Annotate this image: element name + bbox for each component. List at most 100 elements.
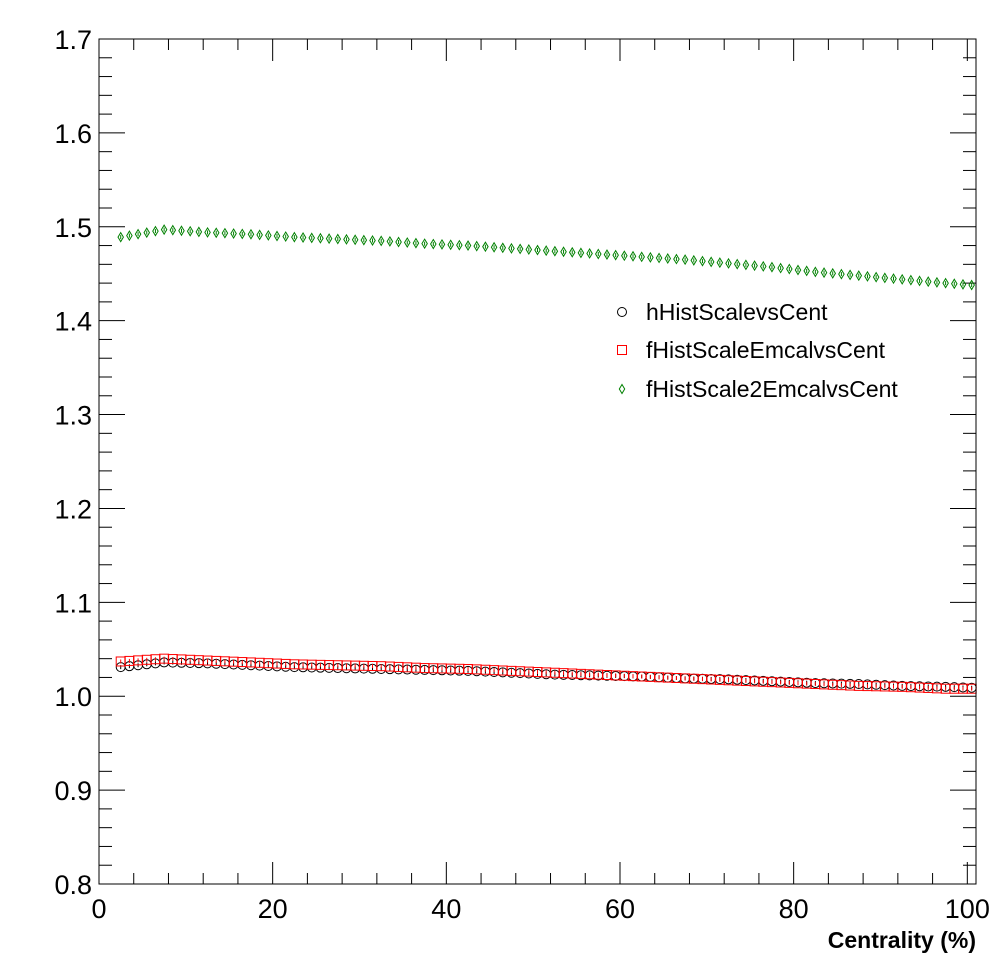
y-tick-label: 1.3 <box>54 401 92 431</box>
data-point <box>855 270 863 282</box>
data-point <box>820 267 828 279</box>
data-point <box>430 238 437 250</box>
data-point <box>699 255 706 267</box>
data-point <box>212 227 220 239</box>
data-point <box>786 263 793 275</box>
data-point <box>369 235 376 246</box>
data-point <box>603 249 611 261</box>
data-point <box>325 233 333 245</box>
data-point <box>890 273 897 285</box>
data-point <box>621 250 628 262</box>
data-point <box>916 275 923 287</box>
data-point <box>343 233 350 245</box>
data-point <box>499 242 507 254</box>
data-point <box>360 234 368 246</box>
data-point <box>525 244 533 255</box>
x-tick-label: 40 <box>431 894 461 924</box>
data-point <box>716 257 724 269</box>
legend-marker-diamond <box>618 383 626 395</box>
data-point <box>247 228 255 240</box>
data-point <box>586 247 593 259</box>
data-point <box>534 244 541 256</box>
data-point <box>707 256 715 268</box>
data-point <box>629 250 637 262</box>
data-point <box>126 230 133 242</box>
x-tick-label: 0 <box>91 894 106 924</box>
x-axis-title: Centrality (%) <box>828 927 976 953</box>
legend-entry: fHistScaleEmcalvsCent <box>646 337 886 363</box>
data-point <box>838 268 845 280</box>
data-point <box>907 274 915 286</box>
series-square <box>115 653 977 694</box>
x-tick-label: 80 <box>779 894 809 924</box>
data-point <box>308 232 316 244</box>
data-point <box>881 272 889 284</box>
series-diamond <box>117 224 975 291</box>
x-tick-label: 20 <box>258 894 288 924</box>
data-point <box>265 229 272 241</box>
data-point <box>777 262 784 274</box>
data-point <box>351 234 359 246</box>
data-point <box>664 253 672 264</box>
y-tick-label: 1.2 <box>54 494 92 524</box>
y-tick-label: 1.5 <box>54 213 92 243</box>
data-point <box>690 254 698 266</box>
data-point <box>464 240 472 252</box>
data-point <box>751 260 758 272</box>
data-point <box>447 239 454 251</box>
data-point <box>673 253 680 265</box>
data-point <box>134 228 142 240</box>
data-point <box>230 228 237 240</box>
legend-marker-square <box>617 345 627 355</box>
data-point <box>864 270 871 282</box>
data-point <box>438 238 446 250</box>
data-point <box>647 251 654 263</box>
data-point <box>812 266 819 278</box>
data-point <box>412 237 420 249</box>
data-point <box>160 224 168 236</box>
data-point <box>681 254 689 266</box>
data-point <box>273 230 281 242</box>
data-point <box>742 259 750 271</box>
data-point <box>117 231 124 243</box>
data-point <box>594 248 602 260</box>
data-point <box>898 273 906 285</box>
y-tick-labels: 0.8 0.9 1.0 1.1 1.2 1.3 1.4 1.5 1.6 1.7 <box>54 25 92 900</box>
data-point <box>829 267 837 279</box>
legend: hHistScalevsCent fHistScaleEmcalvsCent fHi… <box>617 299 898 402</box>
data-point <box>334 233 342 245</box>
data-point <box>568 246 576 258</box>
data-point <box>577 247 585 259</box>
data-point <box>317 232 324 244</box>
y-tick-label: 1.7 <box>54 25 92 55</box>
y-tick-label: 1.0 <box>54 682 92 712</box>
data-point <box>490 241 498 253</box>
data-point <box>725 257 732 269</box>
data-point <box>933 276 941 288</box>
data-point <box>516 243 524 255</box>
legend-marker-circle <box>617 307 627 317</box>
data-point <box>551 245 559 257</box>
data-point <box>924 276 932 288</box>
data-point <box>282 231 289 243</box>
y-tick-label: 1.4 <box>54 307 92 337</box>
data-point <box>794 264 802 276</box>
y-tick-label: 1.1 <box>54 588 92 618</box>
data-point <box>256 229 263 241</box>
data-point <box>951 278 958 290</box>
data-point <box>482 241 489 253</box>
data-point <box>195 226 203 238</box>
data-point <box>186 225 194 237</box>
data-point <box>638 251 645 263</box>
data-point <box>143 227 151 239</box>
data-markers <box>115 224 977 694</box>
data-point <box>846 269 854 281</box>
x-tick-label: 60 <box>605 894 635 924</box>
data-point <box>542 245 550 257</box>
data-point <box>169 224 177 236</box>
data-point <box>733 258 741 270</box>
x-tick-label: 100 <box>945 894 990 924</box>
data-point <box>872 271 880 283</box>
data-point <box>386 235 394 247</box>
